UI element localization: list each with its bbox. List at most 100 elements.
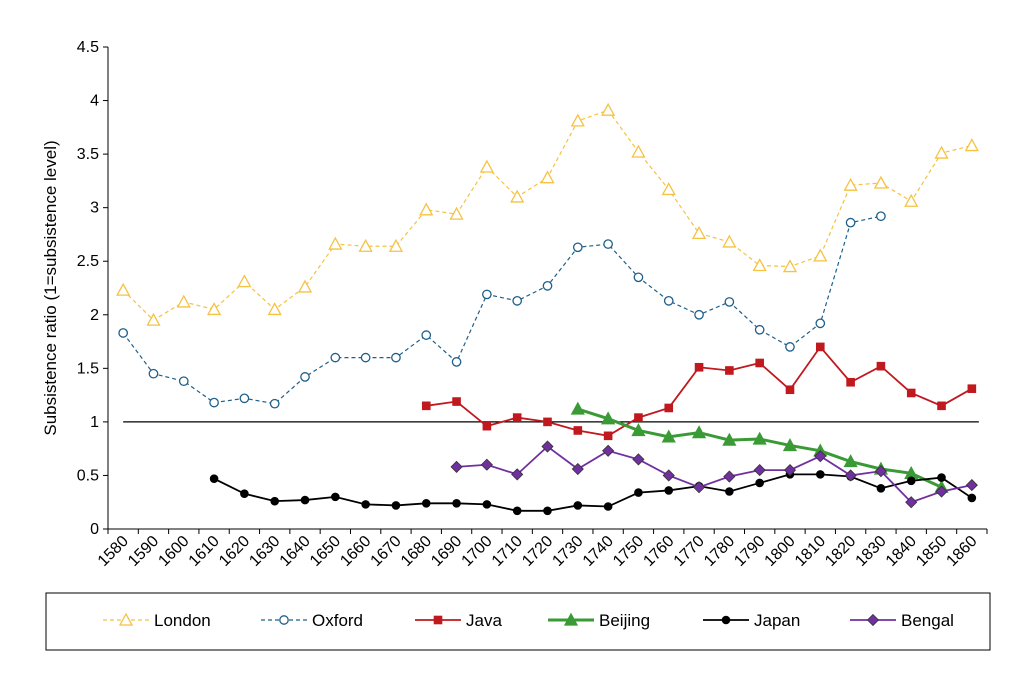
java-point bbox=[876, 361, 886, 371]
oxford-point bbox=[118, 328, 129, 338]
bengal-point bbox=[753, 464, 766, 477]
japan-point bbox=[725, 487, 734, 496]
legend-label-beijing: Beijing bbox=[599, 611, 650, 630]
java-point bbox=[725, 366, 734, 375]
bengal-point bbox=[844, 469, 857, 482]
bengal-point bbox=[905, 496, 918, 509]
bengal-point bbox=[783, 464, 797, 477]
y-axis-label: Subsistence ratio (1=subsistence level) bbox=[41, 140, 60, 435]
london-point bbox=[328, 236, 343, 250]
x-tick-label: 1780 bbox=[701, 533, 738, 570]
japan-point bbox=[664, 486, 674, 495]
london-point bbox=[358, 238, 373, 252]
java-point bbox=[603, 431, 613, 441]
y-tick-label: 0 bbox=[90, 521, 99, 538]
london-point bbox=[631, 144, 646, 158]
london-point bbox=[176, 294, 191, 308]
legend-marker-oxford bbox=[279, 615, 289, 625]
y-tick-label: 2.5 bbox=[77, 253, 99, 270]
london-point bbox=[388, 238, 404, 252]
x-tick-label: 1640 bbox=[277, 533, 314, 570]
oxford-point bbox=[178, 376, 189, 387]
oxford-line bbox=[122, 215, 882, 405]
oxford-point bbox=[815, 318, 826, 329]
x-tick-label: 1730 bbox=[549, 533, 586, 570]
beijing-point bbox=[752, 431, 767, 445]
y-tick-label: 1.5 bbox=[77, 360, 99, 377]
japan-point bbox=[543, 506, 552, 516]
x-tick-label: 1710 bbox=[489, 533, 526, 570]
bengal-point bbox=[450, 460, 463, 473]
legend-marker-japan bbox=[721, 615, 731, 625]
x-tick-label: 1680 bbox=[398, 533, 435, 570]
x-tick-label: 1630 bbox=[246, 533, 283, 570]
x-tick-label: 1830 bbox=[853, 533, 890, 570]
london-point bbox=[934, 145, 949, 159]
japan-point bbox=[937, 473, 946, 482]
legend-marker-java bbox=[433, 615, 443, 625]
java-point bbox=[573, 426, 583, 435]
oxford-point bbox=[876, 211, 886, 222]
london-point bbox=[873, 175, 889, 189]
oxford-point bbox=[360, 352, 371, 363]
oxford-point bbox=[633, 272, 644, 283]
legend-item-london: London bbox=[103, 611, 211, 630]
japan-point bbox=[573, 501, 583, 510]
x-tick-label: 1810 bbox=[792, 533, 829, 570]
oxford-point bbox=[451, 357, 462, 367]
london-point bbox=[297, 279, 313, 293]
london-point bbox=[752, 258, 767, 272]
x-tick-label: 1760 bbox=[640, 533, 677, 570]
japan-point bbox=[240, 489, 249, 498]
japan-point bbox=[634, 488, 643, 497]
bengal-point bbox=[692, 481, 706, 494]
japan-point bbox=[331, 492, 340, 502]
london-point bbox=[570, 113, 585, 127]
london-point bbox=[206, 302, 222, 316]
x-tick-label: 1670 bbox=[368, 533, 405, 570]
x-tick-label: 1720 bbox=[519, 533, 556, 570]
series-java bbox=[421, 342, 977, 441]
legend-item-oxford: Oxford bbox=[261, 611, 363, 630]
legend-label-java: Java bbox=[466, 611, 502, 630]
bengal-point bbox=[723, 470, 736, 483]
x-tick-label: 1790 bbox=[731, 533, 768, 570]
y-tick-label: 4 bbox=[90, 93, 99, 110]
london-point bbox=[449, 206, 464, 220]
london-point bbox=[904, 193, 919, 207]
london-point bbox=[237, 274, 252, 288]
java-point bbox=[634, 413, 643, 422]
java-point bbox=[906, 388, 916, 398]
london-point bbox=[540, 170, 555, 184]
java-point bbox=[846, 377, 855, 387]
beijing-point bbox=[601, 411, 616, 425]
legend-label-london: London bbox=[154, 611, 211, 630]
oxford-point bbox=[754, 324, 765, 335]
london-point bbox=[661, 182, 676, 196]
legend-box bbox=[45, 592, 991, 651]
london-point bbox=[782, 259, 798, 273]
x-tick-label: 1600 bbox=[155, 533, 192, 570]
legend-item-japan: Japan bbox=[703, 611, 800, 630]
japan-point bbox=[300, 495, 310, 505]
y-tick-label: 4.5 bbox=[77, 39, 99, 56]
java-point bbox=[694, 362, 704, 372]
series-layer bbox=[116, 102, 979, 516]
oxford-point bbox=[663, 296, 674, 306]
japan-point bbox=[421, 498, 431, 508]
x-tick-label: 1740 bbox=[580, 533, 617, 570]
y-tick-label: 3.5 bbox=[77, 146, 99, 163]
beijing-point bbox=[843, 454, 858, 468]
x-tick-label: 1770 bbox=[671, 533, 708, 570]
bengal-point bbox=[602, 444, 615, 457]
london-point bbox=[964, 138, 979, 152]
java-point bbox=[937, 401, 946, 411]
oxford-point bbox=[845, 217, 856, 228]
legend-marker-bengal bbox=[866, 613, 880, 627]
oxford-point bbox=[785, 342, 795, 352]
japan-point bbox=[270, 496, 280, 506]
oxford-point bbox=[391, 352, 401, 363]
oxford-point bbox=[209, 397, 219, 408]
legend-marker-london bbox=[118, 612, 134, 626]
london-point bbox=[267, 302, 282, 316]
